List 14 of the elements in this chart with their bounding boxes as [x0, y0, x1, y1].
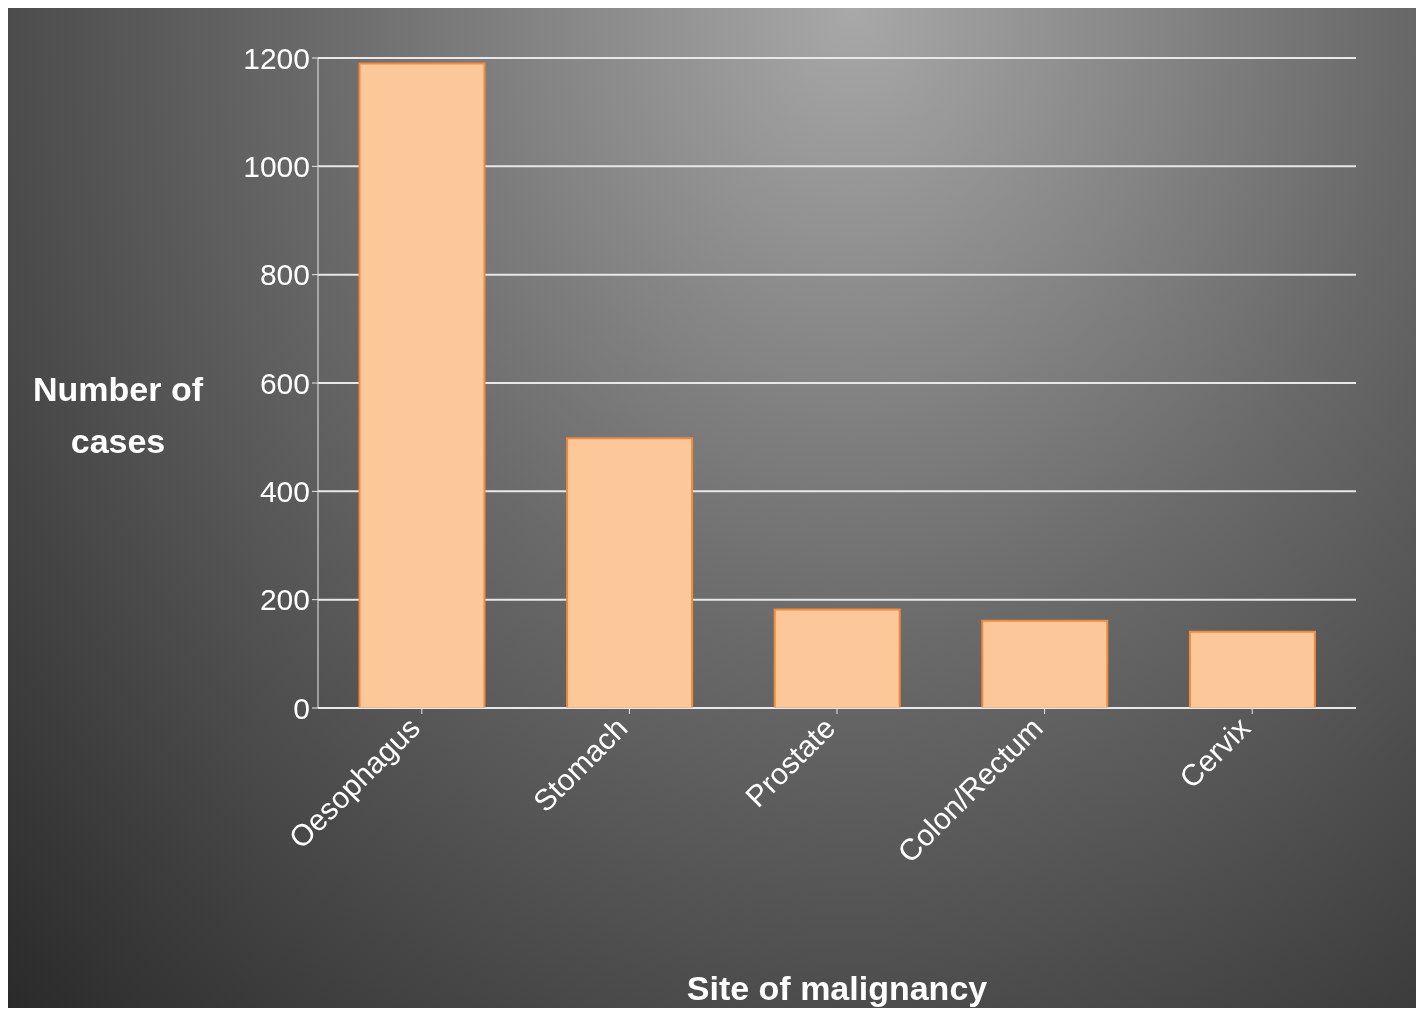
y-tick-label: 800 [259, 258, 310, 292]
bar [358, 62, 486, 708]
bar [773, 608, 901, 708]
y-tick-label: 0 [293, 691, 310, 725]
y-tick-label: 400 [259, 474, 310, 508]
y-tick-label: 600 [259, 366, 310, 400]
bar [981, 619, 1109, 708]
y-tick-label: 200 [259, 583, 310, 617]
bar [566, 437, 694, 708]
y-axis-title: Number of cases [32, 369, 204, 462]
x-axis-title: Site of malignancy [685, 969, 989, 1008]
y-tick-label: 1000 [243, 149, 310, 183]
bar [1188, 630, 1316, 708]
y-tick-label: 1200 [243, 41, 310, 75]
